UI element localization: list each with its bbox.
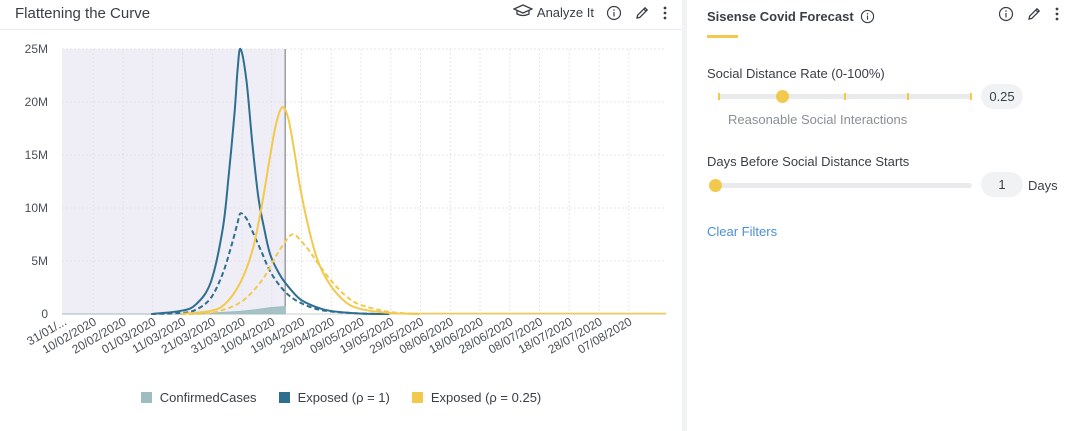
analyze-icon [512,4,534,21]
more-vert-icon[interactable] [662,5,668,21]
info-icon[interactable] [998,6,1014,22]
series-line-solid [151,47,390,315]
series-line-solid [180,106,420,315]
days-before-distance-value[interactable]: 1 [981,172,1023,197]
clear-filters-link[interactable]: Clear Filters [707,224,778,239]
legend-label: ConfirmedCases [159,390,257,405]
chart-widget-actions: Analyze It [512,4,668,21]
more-vert-icon[interactable] [1054,6,1060,22]
social-distance-rate-description: Reasonable Social Interactions [728,112,908,127]
chart-widget-title: Flattening the Curve [15,5,151,22]
y-tick-label: 15M [25,148,48,162]
days-before-distance-slider[interactable] [709,179,972,192]
analyze-it-label: Analyze It [536,5,594,20]
filter-widget: Sisense Covid Forecast Social Distance R… [687,0,1082,431]
slider-tick [718,93,720,100]
legend-swatch [278,392,290,403]
y-tick-label: 5M [31,254,48,268]
legend-item[interactable]: ConfirmedCases [140,390,257,405]
social-distance-rate-label: Social Distance Rate (0-100%) [707,66,885,81]
y-tick-label: 25M [25,42,48,56]
legend-item[interactable]: Exposed (ρ = 0.25) [411,390,542,405]
pencil-icon[interactable] [634,5,650,21]
chart-legend: ConfirmedCases Exposed (ρ = 1) Exposed (ρ … [0,390,682,405]
slider-tick [907,93,909,100]
chart-widget: Flattening the Curve Analyze It 0 5M 10M 15… [0,0,682,431]
info-icon[interactable] [606,5,622,21]
legend-label: Exposed (ρ = 0.25) [430,390,542,405]
filter-widget-actions [998,6,1060,22]
filter-widget-title: Sisense Covid Forecast [707,9,854,24]
analyze-it-button[interactable]: Analyze It [512,4,594,21]
header-divider [0,29,682,30]
days-before-distance-label: Days Before Social Distance Starts [707,154,910,169]
legend-label: Exposed (ρ = 1) [297,390,390,405]
legend-swatch [140,392,152,403]
legend-item[interactable]: Exposed (ρ = 1) [278,390,390,405]
info-icon[interactable] [860,9,875,24]
legend-swatch [411,392,423,403]
title-accent-bar [707,35,738,38]
y-tick-label: 10M [25,201,48,215]
social-distance-rate-slider[interactable] [718,90,972,103]
social-distance-rate-value[interactable]: 0.25 [981,84,1023,109]
slider-tick [970,93,972,100]
y-tick-label: 0 [41,307,48,321]
shaded-region [62,49,286,314]
y-tick-label: 20M [25,95,48,109]
filter-widget-title-wrap: Sisense Covid Forecast [707,9,875,24]
series-line-dashed [180,233,420,315]
pencil-icon[interactable] [1026,6,1042,22]
slider-tick [844,93,846,100]
days-unit-label: Days [1028,178,1058,193]
chart-widget-header: Flattening the Curve Analyze It [0,0,682,28]
slider-thumb[interactable] [709,179,722,192]
slider-thumb[interactable] [775,90,789,103]
series-line-dashed [151,212,390,315]
